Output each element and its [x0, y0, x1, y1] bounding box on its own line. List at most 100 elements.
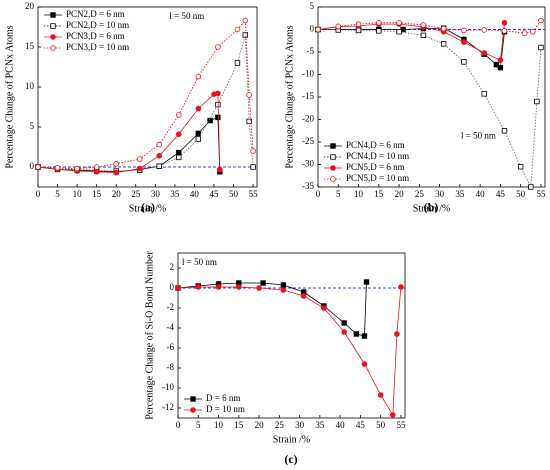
x-tick-label: 40 — [190, 189, 200, 199]
marker — [207, 117, 213, 124]
marker — [246, 118, 252, 125]
legend-marker — [50, 34, 56, 40]
marker — [376, 28, 382, 34]
x-tick-label: 25 — [415, 189, 425, 199]
marker — [497, 57, 504, 63]
series-line — [318, 27, 505, 69]
marker — [501, 128, 508, 134]
y-tick-label: -8 — [167, 362, 175, 372]
legend-marker — [50, 12, 56, 18]
marker — [93, 164, 100, 170]
legend-label: PCN3,D = 10 nm — [66, 42, 129, 52]
x-tick-label: 35 — [170, 189, 180, 199]
plot-frame — [177, 252, 406, 419]
panel-caption: (b) — [424, 200, 439, 214]
x-tick-label: 15 — [234, 420, 244, 430]
marker — [481, 50, 487, 56]
x-tick-label: 35 — [455, 189, 465, 199]
series-line — [177, 286, 402, 417]
y-axis-label: Percentage Change of PCNx Atoms — [4, 25, 15, 168]
y-tick-label: -35 — [302, 181, 314, 191]
marker — [481, 91, 487, 97]
y-tick-label: -4 — [167, 322, 175, 332]
x-axis-label: Strain /% — [273, 434, 311, 445]
x-tick-label: 20 — [255, 420, 265, 430]
marker — [461, 59, 467, 65]
legend-label: D = 10 nm — [206, 404, 245, 414]
marker — [215, 284, 222, 290]
legend-label: PCN2,D = 10 nm — [66, 20, 129, 30]
panel-caption: (a) — [141, 200, 155, 214]
legend-marker — [190, 407, 196, 413]
legend-label: PCN5,D = 10 nm — [346, 173, 409, 183]
y-tick-label: -2 — [167, 302, 175, 312]
x-tick-label: 10 — [73, 189, 83, 199]
marker — [300, 293, 307, 299]
series-line — [177, 281, 367, 337]
y-axis-label: Percentage Change of PCNx Atoms — [284, 25, 295, 168]
marker — [361, 361, 368, 367]
marker — [195, 130, 202, 137]
marker — [250, 164, 256, 170]
y-tick-label: -25 — [302, 136, 314, 146]
x-tick-label: 0 — [176, 420, 181, 430]
annotation: l = 50 nm — [182, 257, 217, 267]
marker — [256, 285, 262, 291]
marker — [461, 39, 467, 45]
marker — [136, 165, 143, 172]
x-tick-label: 55 — [249, 189, 259, 199]
legend-label: PCN3,D = 6 nm — [66, 31, 125, 41]
y-tick-label: 0 — [310, 24, 315, 34]
legend-label: PCN2,D = 6 nm — [66, 9, 125, 19]
marker — [440, 41, 447, 47]
marker — [215, 114, 221, 121]
y-tick-label: -15 — [302, 91, 314, 101]
marker — [176, 154, 182, 161]
marker — [420, 32, 427, 39]
marker — [396, 29, 402, 35]
legend-marker — [50, 23, 56, 29]
marker — [195, 284, 202, 290]
marker — [35, 164, 41, 170]
marker — [376, 19, 382, 26]
marker — [390, 412, 396, 418]
marker — [528, 184, 534, 190]
x-tick-label: 0 — [36, 189, 41, 199]
marker — [530, 28, 536, 35]
x-tick-label: 30 — [151, 189, 161, 199]
x-tick-label: 55 — [536, 189, 546, 199]
marker — [420, 22, 427, 28]
marker — [242, 32, 248, 38]
x-tick-label: 50 — [516, 189, 526, 199]
y-tick-label: -6 — [167, 342, 175, 352]
annotation: l = 50 nm — [169, 11, 204, 21]
x-tick-label: 5 — [336, 189, 341, 199]
x-tick-label: 5 — [55, 189, 60, 199]
marker — [215, 90, 221, 97]
legend-marker — [190, 396, 196, 402]
marker — [215, 44, 221, 50]
y-tick-label: -10 — [302, 69, 314, 79]
marker — [398, 284, 404, 290]
marker — [321, 305, 327, 311]
marker — [517, 164, 524, 170]
y-tick-label: 0 — [30, 161, 35, 171]
y-axis-label: Percentage Change of Si-O Bond Number — [144, 251, 155, 420]
marker — [481, 27, 487, 33]
x-tick-label: 50 — [229, 189, 239, 199]
x-tick-label: 15 — [92, 189, 102, 199]
marker — [54, 165, 61, 171]
marker — [195, 73, 202, 80]
x-tick-label: 45 — [356, 420, 366, 430]
marker — [341, 320, 347, 326]
legend-label: D = 6 nm — [206, 393, 240, 403]
x-tick-label: 5 — [196, 420, 201, 430]
marker — [195, 105, 202, 112]
marker — [497, 65, 504, 71]
marker — [136, 156, 143, 162]
marker — [113, 161, 120, 167]
marker — [501, 19, 508, 26]
marker — [538, 44, 544, 51]
series-line — [317, 29, 542, 189]
